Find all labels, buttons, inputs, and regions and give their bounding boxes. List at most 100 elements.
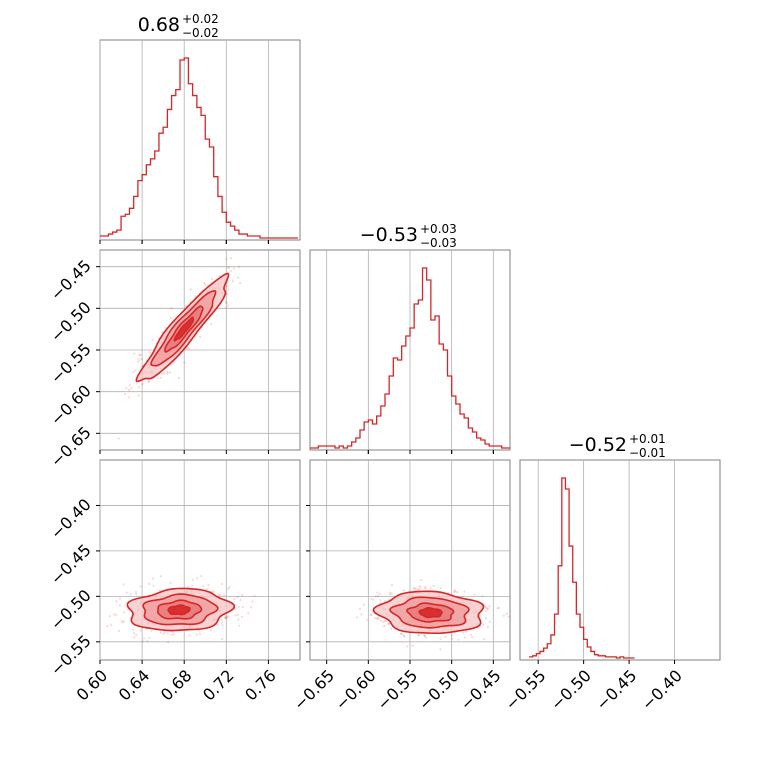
- sample-point: [212, 590, 215, 593]
- sample-point: [369, 613, 373, 616]
- y-tick-label: −0.55: [47, 631, 95, 679]
- sample-point: [172, 361, 175, 364]
- joint-panel-1-2: [355, 578, 510, 651]
- sample-point: [502, 614, 505, 617]
- sample-point: [113, 613, 116, 616]
- sample-point: [223, 616, 226, 619]
- sample-point: [360, 613, 363, 616]
- sample-point: [132, 370, 135, 374]
- sample-point: [142, 637, 146, 640]
- sample-point: [80, 468, 82, 470]
- sample-point: [237, 605, 240, 608]
- sample-point: [484, 617, 488, 620]
- sample-point: [115, 600, 118, 603]
- sample-point: [225, 257, 228, 261]
- sample-point: [139, 353, 142, 357]
- sample-point: [205, 587, 208, 591]
- sample-point: [454, 590, 457, 593]
- sample-point: [243, 250, 245, 251]
- y-tick-label: −0.50: [47, 298, 95, 346]
- grid-v-r1-c1: [326, 250, 494, 454]
- sample-point: [227, 266, 230, 269]
- sample-point: [418, 585, 421, 588]
- sample-point: [488, 620, 492, 624]
- sample-point: [374, 595, 378, 598]
- x-tick-label: 0.72: [199, 666, 238, 705]
- sample-point: [424, 636, 427, 639]
- sample-point: [388, 593, 391, 596]
- sample-point: [439, 637, 442, 640]
- sample-point: [457, 638, 460, 641]
- sample-point: [469, 633, 473, 637]
- sample-point: [463, 636, 467, 639]
- sample-point: [376, 591, 379, 594]
- sample-point: [200, 574, 203, 578]
- sample-point: [238, 266, 241, 269]
- y-tick-label: −0.60: [47, 381, 95, 429]
- sample-point: [418, 588, 421, 591]
- title-plus-2: +0.01: [629, 432, 666, 446]
- sample-point: [188, 634, 191, 637]
- sample-point: [128, 384, 131, 387]
- sample-point: [379, 598, 382, 602]
- sample-point: [451, 637, 454, 640]
- sample-point: [151, 338, 154, 341]
- sample-point: [424, 586, 427, 589]
- sample-point: [253, 594, 256, 598]
- sample-point: [169, 581, 172, 584]
- histogram-line: [529, 477, 635, 659]
- histogram-0: [100, 57, 298, 239]
- title-value-0: 0.68: [138, 14, 180, 36]
- x-tick-label: −0.55: [373, 666, 421, 714]
- sample-point: [240, 615, 243, 619]
- sample-point: [151, 577, 155, 580]
- sample-point: [229, 257, 233, 260]
- sample-point: [481, 623, 484, 626]
- sample-point: [227, 614, 230, 618]
- sample-point: [198, 335, 202, 339]
- sample-point: [376, 595, 380, 598]
- sample-point: [225, 306, 228, 309]
- sample-point: [163, 631, 167, 634]
- sample-point: [125, 387, 128, 390]
- sample-point: [374, 616, 377, 620]
- sample-point: [473, 593, 476, 596]
- sample-point: [117, 437, 120, 440]
- x-tick-label: −0.65: [290, 666, 338, 714]
- sample-point: [122, 620, 126, 623]
- sample-point: [399, 632, 402, 635]
- sample-point: [203, 281, 206, 285]
- sample-point: [139, 629, 142, 632]
- sample-point: [137, 394, 140, 397]
- sample-point: [189, 288, 192, 291]
- sample-point: [387, 622, 391, 626]
- sample-point: [454, 631, 457, 634]
- sample-point: [135, 382, 138, 385]
- sample-point: [140, 358, 143, 361]
- sample-point: [486, 625, 490, 629]
- sample-point: [163, 371, 166, 375]
- x-tick-label: −0.55: [501, 666, 549, 714]
- sample-point: [147, 379, 150, 383]
- sample-point: [228, 586, 231, 589]
- sample-point: [159, 376, 162, 379]
- title-plus-0: +0.02: [182, 12, 219, 26]
- contour-level-3: [167, 604, 191, 616]
- x-tick-label: 0.68: [157, 666, 196, 705]
- sample-point: [419, 586, 422, 589]
- sample-point: [411, 644, 414, 647]
- sample-point: [161, 372, 164, 375]
- sample-point: [417, 634, 420, 637]
- sample-point: [221, 582, 224, 586]
- sample-point: [461, 631, 465, 634]
- sample-point: [137, 385, 140, 389]
- title-minus-2: −0.01: [629, 446, 666, 460]
- sample-point: [259, 246, 261, 248]
- sample-point: [147, 380, 151, 383]
- sample-point: [420, 578, 423, 582]
- sample-point: [166, 632, 169, 635]
- sample-point: [375, 617, 379, 620]
- sample-point: [202, 585, 205, 588]
- sample-point: [239, 599, 242, 602]
- grid-v-r0-c0: [99, 40, 269, 244]
